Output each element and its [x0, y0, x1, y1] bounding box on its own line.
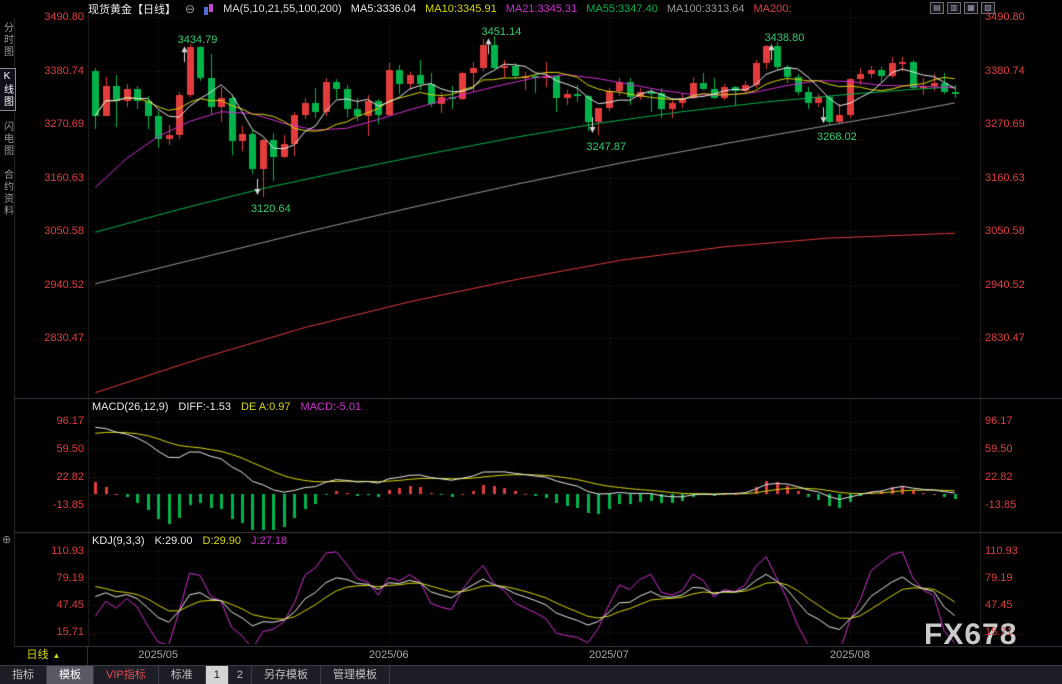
chart-layout-icons: ▤ ▥ ▦ ▧	[930, 2, 995, 14]
macd-indicator-row: MACD(26,12,9) DIFF:-1.53 DE A:0.97 MACD:…	[92, 401, 361, 413]
axis-label-left: 3050.58	[44, 225, 84, 237]
toolbar-button-8[interactable]: 管理模板	[321, 666, 390, 684]
indicator-settings-icon[interactable]: ⊕	[2, 534, 12, 546]
period-label: 日线	[26, 649, 49, 661]
ma-value-4: MA55:3347.40	[586, 3, 658, 15]
kdj-k-value: K:29.00	[154, 535, 193, 547]
axis-label-left: 96.17	[56, 415, 84, 427]
axis-label-left: 59.50	[56, 442, 84, 455]
ma-value-3: MA21:3345.31	[505, 3, 578, 15]
toolbar-button-1[interactable]: 指标	[0, 666, 47, 684]
axis-label-right: 110.93	[985, 545, 1018, 557]
collapse-icon[interactable]: ⊖	[185, 2, 196, 16]
axis-label-left: 15.71	[56, 626, 84, 638]
axis-label-right: 79.19	[985, 572, 1013, 584]
macd-name: MACD(26,12,9)	[92, 401, 169, 413]
layout-icon-1[interactable]: ▤	[930, 2, 944, 14]
toolbar-button-5[interactable]: 1	[205, 666, 229, 684]
chart-title: 现货黄金【日线】	[88, 4, 176, 16]
period-arrow-icon: ▲	[52, 651, 61, 660]
axis-label-right: 2940.52	[985, 278, 1025, 291]
layout-icon-4[interactable]: ▧	[981, 2, 995, 14]
ma-value-6: MA200:	[753, 3, 792, 15]
chart-header: 现货黄金【日线】 ⊖ MA(5,10,21,55,100,200) MA5:33…	[88, 1, 791, 17]
kdj-indicator-row: KDJ(9,3,3) K:29.00 D:29.90 J:27.18	[92, 535, 287, 547]
price-annotation: 3247.87	[586, 141, 627, 154]
ma-value-5: MA100:3313.64	[666, 3, 745, 15]
axis-label-left: 2830.47	[44, 332, 84, 344]
axis-label-left: 3270.69	[44, 118, 84, 130]
macd-dea-value: DE A:0.97	[241, 401, 291, 413]
toolbar-button-2[interactable]: 模板	[47, 666, 94, 684]
axis-label-left: 3380.74	[44, 64, 84, 77]
x-axis-label: 2025/05	[138, 649, 178, 661]
axis-label-right: 96.17	[985, 415, 1013, 427]
axis-label-right: 22.82	[985, 471, 1013, 483]
kdj-d-value: D:29.90	[202, 535, 242, 547]
layout-icon-3[interactable]: ▦	[964, 2, 978, 14]
axis-label-left: 110.93	[51, 545, 84, 557]
price-annotation: 3451.14	[481, 26, 522, 39]
price-annotation: 3434.79	[177, 34, 218, 47]
axis-label-right: 3050.58	[985, 225, 1025, 237]
kdj-name: KDJ(9,3,3)	[92, 535, 145, 547]
axis-label-right: 3160.63	[985, 171, 1025, 184]
ma-params-label: MA(5,10,21,55,100,200)	[223, 3, 342, 15]
ma-value-1: MA5:3336.04	[350, 3, 417, 15]
toolbar-button-6[interactable]: 2	[229, 666, 252, 684]
axis-label-right: 15.71	[985, 626, 1013, 638]
axis-label-left: 79.19	[56, 572, 84, 584]
axis-label-right: -13.85	[985, 499, 1017, 511]
price-annotation: 3268.02	[816, 131, 857, 144]
axis-label-left: 3160.63	[44, 171, 84, 184]
macd-diff-value: DIFF:-1.53	[178, 401, 231, 413]
chart-type-sidebar: 分时图 K线图闪电图合约资料	[0, 20, 16, 219]
ma-value-2: MA10:3345.91	[425, 3, 497, 15]
toolbar-button-4[interactable]: 标准	[159, 666, 206, 684]
x-axis-label: 2025/08	[830, 649, 870, 661]
sidebar-item-3[interactable]: 闪电图	[1, 121, 13, 157]
sidebar-item-1[interactable]: 分时图	[1, 22, 13, 58]
axis-label-right: 3490.80	[985, 11, 1025, 23]
axis-label-left: 3490.80	[44, 11, 84, 23]
kdj-j-value: J:27.18	[251, 535, 288, 547]
axis-label-right: 3380.74	[985, 64, 1025, 77]
sidebar-item-2[interactable]: K线图	[0, 68, 16, 111]
axis-label-right: 47.45	[985, 599, 1013, 611]
layout-icon-2[interactable]: ▥	[947, 2, 961, 14]
axis-label-right: 59.50	[985, 442, 1013, 455]
ma-style-icon[interactable]	[204, 3, 214, 15]
axis-label-left: 2940.52	[44, 278, 84, 291]
axis-label-left: 22.82	[56, 471, 84, 483]
price-annotation: 3120.64	[250, 202, 291, 215]
ma-values: MA5:3336.04 MA10:3345.91 MA21:3345.31 MA55:…	[351, 3, 792, 15]
toolbar-button-7[interactable]: 另存模板	[252, 666, 321, 684]
watermark: FX678	[924, 618, 1018, 651]
bottom-toolbar: 指标 模板 VIP指标 标准 1 2 另存模板 管理模板	[0, 665, 1062, 684]
toolbar-button-3[interactable]: VIP指标	[94, 666, 159, 684]
x-axis-label: 2025/06	[368, 649, 409, 661]
sidebar-item-4[interactable]: 合约资料	[1, 169, 13, 217]
axis-label-left: -13.85	[52, 499, 84, 511]
period-selector[interactable]: 日线 ▲	[0, 646, 88, 665]
price-annotation: 3438.80	[764, 32, 805, 45]
axis-label-right: 2830.47	[985, 332, 1025, 344]
axis-label-right: 3270.69	[985, 118, 1025, 130]
macd-macd-value: MACD:-5.01	[300, 401, 362, 413]
axis-label-left: 47.45	[56, 599, 84, 611]
x-axis-label: 2025/07	[588, 649, 629, 661]
